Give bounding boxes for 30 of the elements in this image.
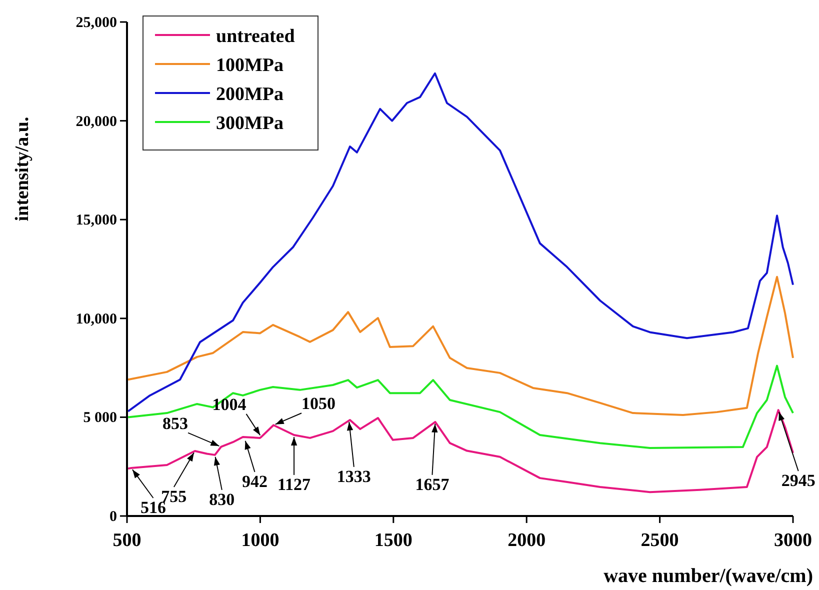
line-series (127, 72, 794, 412)
y-tick-label: 20,000 (76, 114, 117, 130)
x-axis-title: wave number/(wave/cm) (604, 565, 813, 587)
legend-label: 200MPa (216, 84, 284, 105)
annotation: 942 (242, 472, 268, 491)
y-tick-label: 10,000 (76, 311, 117, 328)
legend-label: 100MPa (216, 55, 284, 76)
annotation: 1127 (278, 474, 312, 494)
y-axis-title: intensity/a.u. (12, 116, 33, 222)
legend-label: untreated (216, 26, 296, 47)
annotation: 830 (209, 490, 235, 509)
annotation: 1333 (336, 466, 371, 486)
line-series (127, 276, 794, 416)
annotation: 1050 (302, 394, 336, 414)
annotation: 2945 (781, 471, 816, 490)
annotation: 1657 (415, 474, 450, 494)
y-tick-label: 15,000 (76, 212, 117, 229)
x-tick-label: 2000 (508, 530, 546, 551)
y-tick-label: 5 000 (83, 410, 117, 426)
y-tick-label: 25,000 (76, 15, 117, 31)
x-tick-label: 2500 (640, 530, 679, 551)
line-series (127, 364, 794, 450)
x-tick-label: 3000 (774, 530, 812, 551)
y-tick-label: 0 (110, 509, 117, 525)
x-tick-label: 1000 (241, 530, 280, 551)
x-tick-label: 500 (112, 530, 142, 551)
legend-label: 300MPa (216, 113, 284, 134)
annotation: 853 (162, 414, 188, 433)
annotation: 1004 (212, 394, 247, 414)
x-tick-label: 1500 (374, 530, 412, 551)
